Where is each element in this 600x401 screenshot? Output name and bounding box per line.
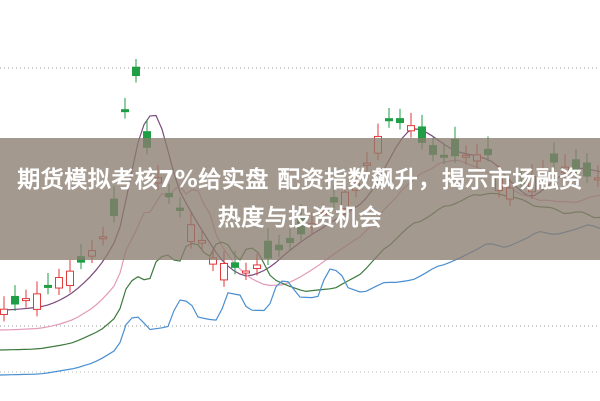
candle-body xyxy=(22,298,30,302)
candle-body xyxy=(407,125,415,132)
candle-body xyxy=(396,118,404,124)
candle-body xyxy=(0,308,8,315)
candle-body xyxy=(44,284,52,288)
title: 期货模拟考核7%给实盘 配资指数飙升，揭示市场融资热度与投资机会 xyxy=(17,167,583,231)
candle-body xyxy=(66,270,74,287)
candle-body xyxy=(242,270,250,274)
candle-body xyxy=(132,66,140,77)
candle-body xyxy=(121,109,129,113)
candle-body xyxy=(11,295,19,305)
candle-body xyxy=(33,293,41,310)
candle-body xyxy=(220,262,228,281)
candle-body xyxy=(55,277,63,289)
candle-body xyxy=(385,118,393,122)
candle-body xyxy=(231,262,239,268)
title-band: 期货模拟考核7%给实盘 配资指数飙升，揭示市场融资热度与投资机会 xyxy=(0,138,600,260)
candle-body xyxy=(253,264,261,269)
